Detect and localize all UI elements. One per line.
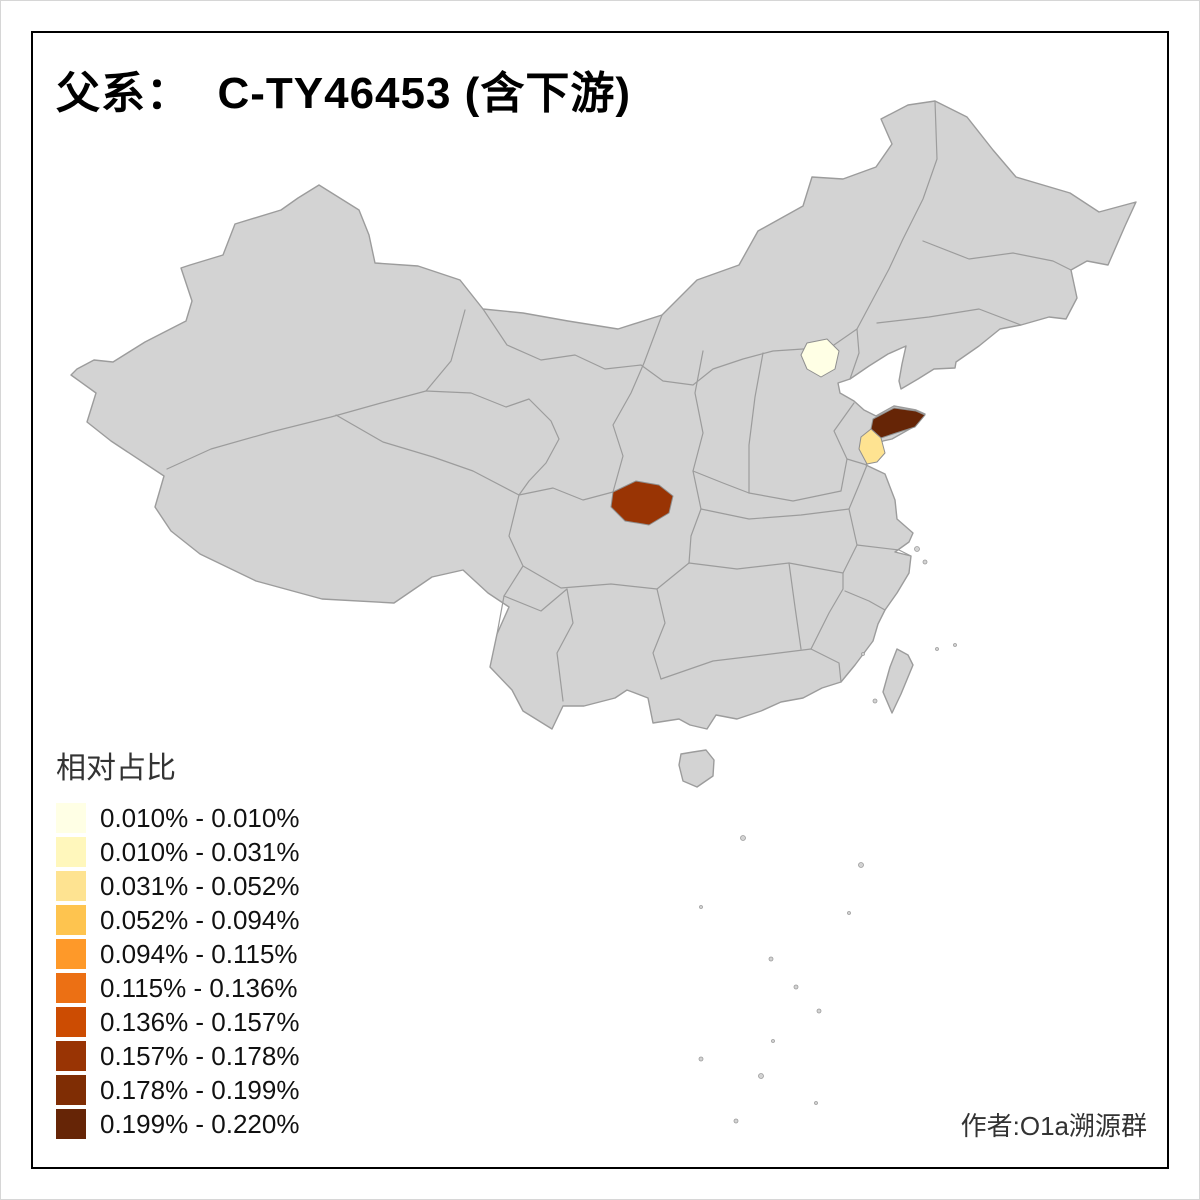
- legend-row: 0.031% - 0.052%: [56, 871, 299, 901]
- legend-swatch: [56, 837, 86, 867]
- legend-row: 0.010% - 0.031%: [56, 837, 299, 867]
- taiwan-island: [882, 648, 914, 714]
- legend-swatch: [56, 1109, 86, 1139]
- highlight-regions: [610, 338, 926, 526]
- legend-label: 0.157% - 0.178%: [100, 1040, 300, 1071]
- legend-row: 0.010% - 0.010%: [56, 803, 299, 833]
- legend-swatch: [56, 905, 86, 935]
- legend: 相对占比 0.010% - 0.010% 0.010% - 0.031% 0.0…: [56, 743, 299, 1143]
- province-borders: [166, 100, 1072, 702]
- legend-swatch: [56, 939, 86, 969]
- legend-swatch: [56, 871, 86, 901]
- small-islands: [698, 546, 957, 1124]
- legend-label: 0.094% - 0.115%: [100, 938, 298, 969]
- legend-row: 0.052% - 0.094%: [56, 905, 299, 935]
- highlight-region-central: [610, 480, 674, 526]
- legend-title: 相对占比: [56, 752, 176, 785]
- legend-swatch: [56, 1075, 86, 1105]
- legend-label: 0.010% - 0.010%: [100, 802, 300, 833]
- legend-swatch: [56, 973, 86, 1003]
- legend-row: 0.157% - 0.178%: [56, 1041, 299, 1071]
- legend-row: 0.136% - 0.157%: [56, 1007, 299, 1037]
- legend-row: 0.199% - 0.220%: [56, 1109, 299, 1139]
- legend-label: 0.031% - 0.052%: [100, 870, 300, 901]
- highlight-region-peninsula-west: [858, 428, 886, 465]
- legend-row: 0.178% - 0.199%: [56, 1075, 299, 1105]
- legend-label: 0.115% - 0.136%: [100, 972, 298, 1003]
- legend-swatch: [56, 1007, 86, 1037]
- hainan-island: [678, 749, 715, 788]
- legend-row: 0.115% - 0.136%: [56, 973, 299, 1003]
- legend-swatch: [56, 1041, 86, 1071]
- legend-label: 0.010% - 0.031%: [100, 836, 300, 867]
- legend-row: 0.094% - 0.115%: [56, 939, 299, 969]
- land-group: [70, 100, 1137, 1124]
- legend-label: 0.178% - 0.199%: [100, 1074, 300, 1105]
- highlight-region-north: [800, 338, 840, 378]
- author-credit: 作者:O1a溯源群: [960, 1111, 1147, 1141]
- legend-label: 0.136% - 0.157%: [100, 1006, 300, 1037]
- mainland-outline: [70, 100, 1137, 730]
- page-title: 父系： C-TY46453 (含下游): [56, 69, 631, 118]
- legend-label: 0.052% - 0.094%: [100, 904, 300, 935]
- legend-label: 0.199% - 0.220%: [100, 1108, 300, 1139]
- legend-swatch: [56, 803, 86, 833]
